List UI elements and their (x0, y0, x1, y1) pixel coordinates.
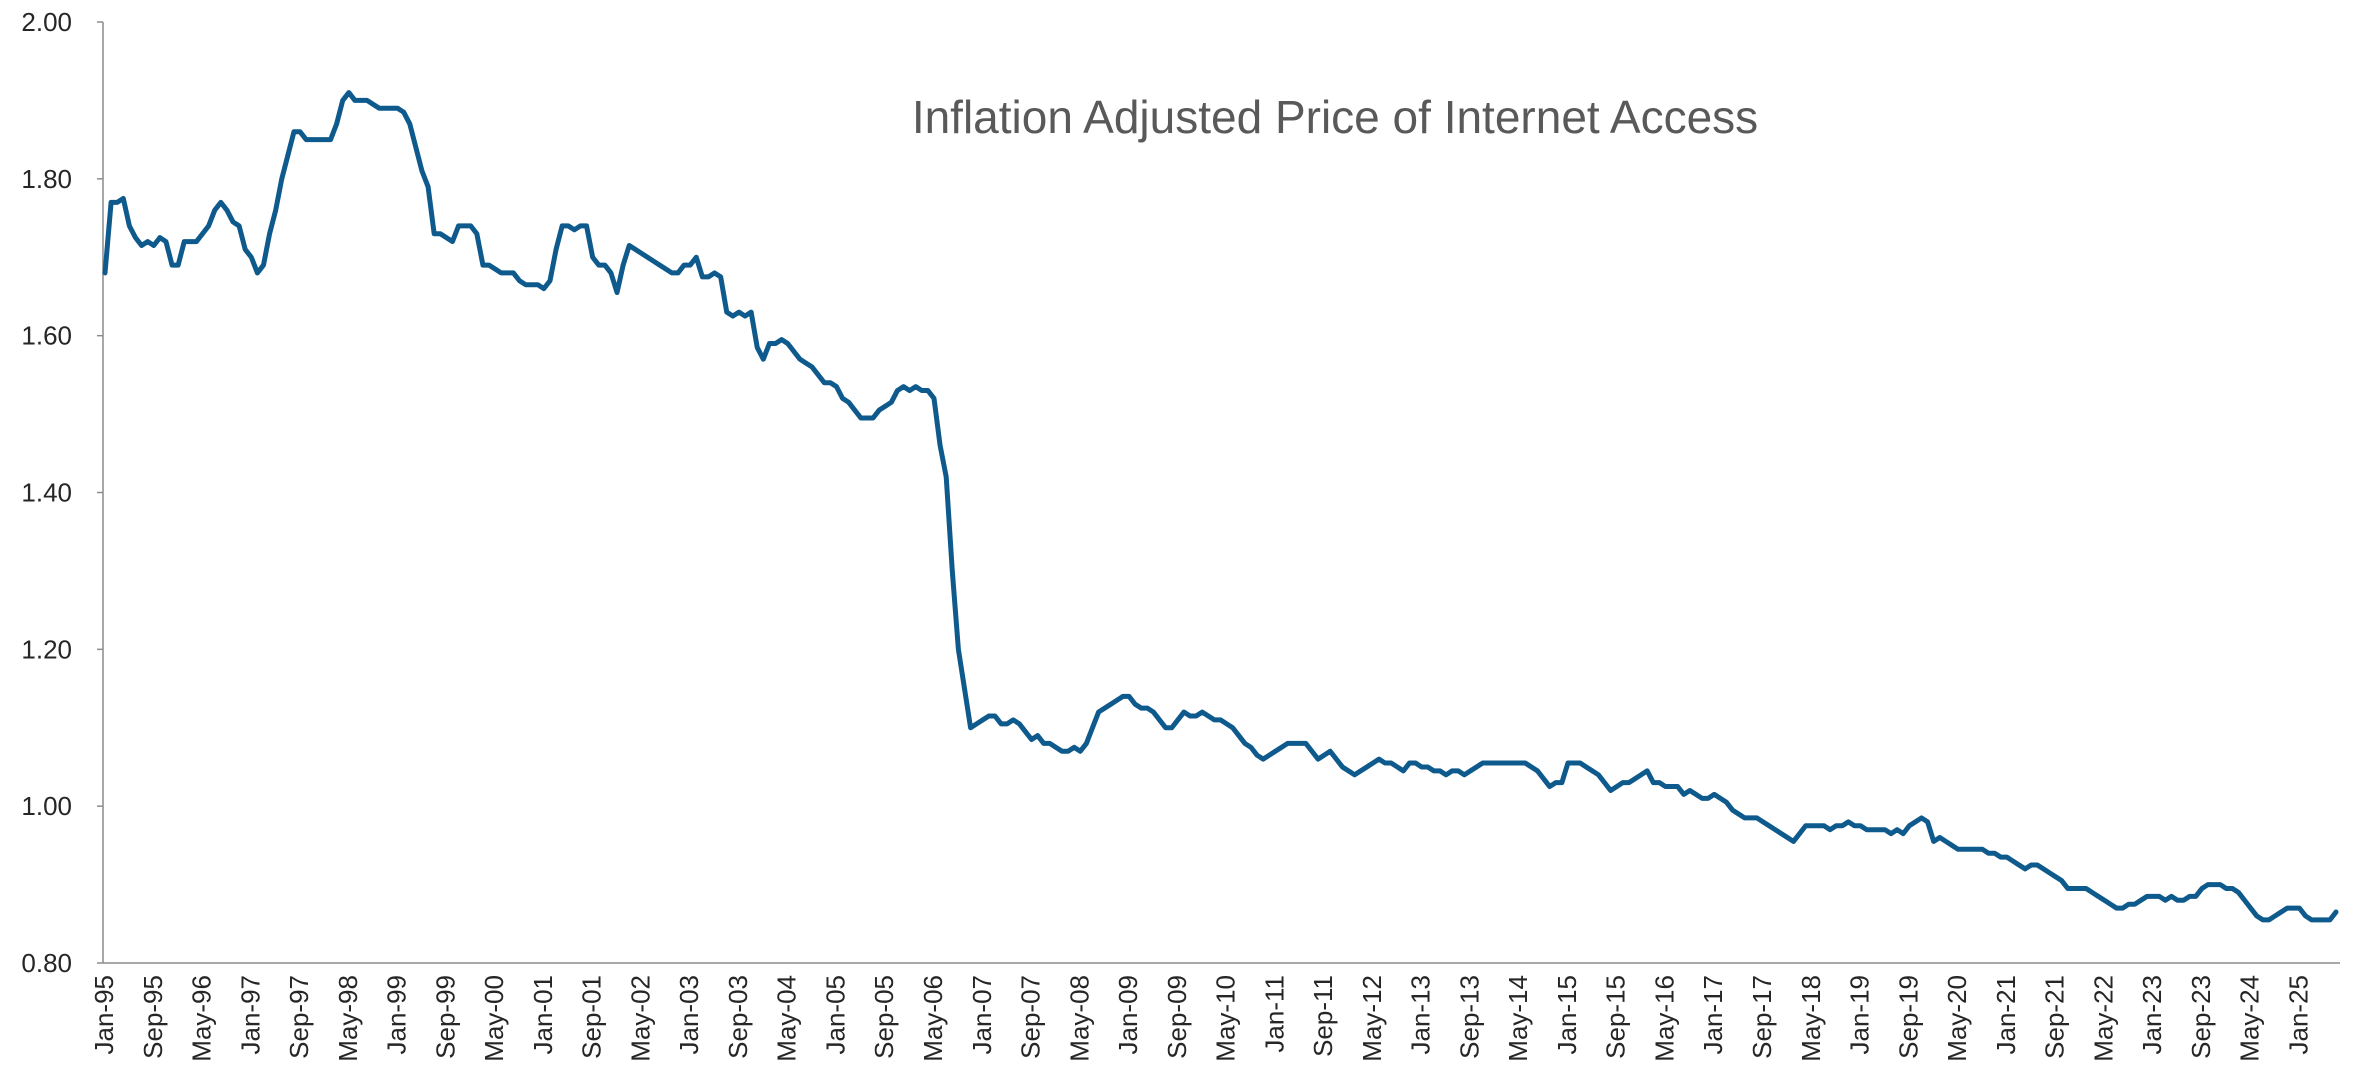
x-tick-label: Sep-19 (1893, 975, 1923, 1059)
x-tick-label: May-24 (2235, 975, 2265, 1062)
x-tick-label: Jan-05 (820, 975, 850, 1055)
x-tick-label: May-98 (333, 975, 363, 1062)
x-tick-label: Sep-15 (1601, 975, 1631, 1059)
x-tick-label: May-08 (1064, 975, 1094, 1062)
x-tick-label: Jan-01 (528, 975, 558, 1055)
x-tick-label: Jan-07 (967, 975, 997, 1055)
x-tick-label: Jan-09 (1113, 975, 1143, 1055)
y-tick-label: 1.40 (21, 478, 72, 508)
y-tick-label: 1.80 (21, 164, 72, 194)
x-tick-label: Sep-95 (138, 975, 168, 1059)
x-tick-label: Jan-25 (2283, 975, 2313, 1055)
x-tick-label: Sep-05 (869, 975, 899, 1059)
x-tick-label: May-20 (1942, 975, 1972, 1062)
x-tick-label: Jan-97 (235, 975, 265, 1055)
x-tick-label: May-04 (772, 975, 802, 1062)
x-tick-label: May-16 (1649, 975, 1679, 1062)
y-tick-label: 1.00 (21, 791, 72, 821)
x-tick-label: Sep-11 (1308, 975, 1338, 1057)
x-tick-label: May-10 (1211, 975, 1241, 1062)
x-tick-label: Jan-23 (2137, 975, 2167, 1055)
x-tick-label: Jan-11 (1259, 975, 1289, 1053)
x-tick-label: May-12 (1357, 975, 1387, 1062)
x-tick-label: Sep-01 (577, 975, 607, 1059)
x-tick-label: May-18 (1796, 975, 1826, 1062)
y-tick-label: 1.20 (21, 634, 72, 664)
x-tick-label: Sep-17 (1747, 975, 1777, 1059)
x-tick-label: Jan-95 (89, 975, 119, 1055)
x-tick-label: Sep-13 (1454, 975, 1484, 1059)
x-tick-label: May-14 (1503, 975, 1533, 1062)
x-tick-label: May-96 (187, 975, 217, 1062)
x-tick-label: Jan-13 (1406, 975, 1436, 1055)
data-line (102, 90, 2339, 923)
y-tick-label: 1.60 (21, 321, 72, 351)
chart-title: Inflation Adjusted Price of Internet Acc… (912, 91, 1758, 143)
x-tick-label: Jan-17 (1698, 975, 1728, 1055)
x-tick-label: May-22 (2088, 975, 2118, 1062)
x-tick-label: May-00 (479, 975, 509, 1062)
x-tick-label: Jan-03 (674, 975, 704, 1055)
x-tick-label: Sep-07 (1016, 975, 1046, 1059)
x-tick-label: Jan-99 (382, 975, 412, 1055)
y-tick-label: 0.80 (21, 948, 72, 978)
x-tick-label: Sep-09 (1162, 975, 1192, 1059)
x-tick-label: Sep-03 (723, 975, 753, 1059)
x-tick-label: Jan-19 (1845, 975, 1875, 1055)
x-tick-label: Sep-99 (430, 975, 460, 1059)
x-tick-label: May-02 (625, 975, 655, 1062)
x-tick-label: Sep-23 (2186, 975, 2216, 1059)
x-tick-label: May-06 (918, 975, 948, 1062)
x-tick-label: Sep-21 (2040, 975, 2070, 1059)
x-tick-label: Jan-15 (1552, 975, 1582, 1055)
y-tick-label: 2.00 (21, 7, 72, 37)
x-tick-label: Sep-97 (284, 975, 314, 1059)
x-tick-label: Jan-21 (1991, 975, 2021, 1055)
